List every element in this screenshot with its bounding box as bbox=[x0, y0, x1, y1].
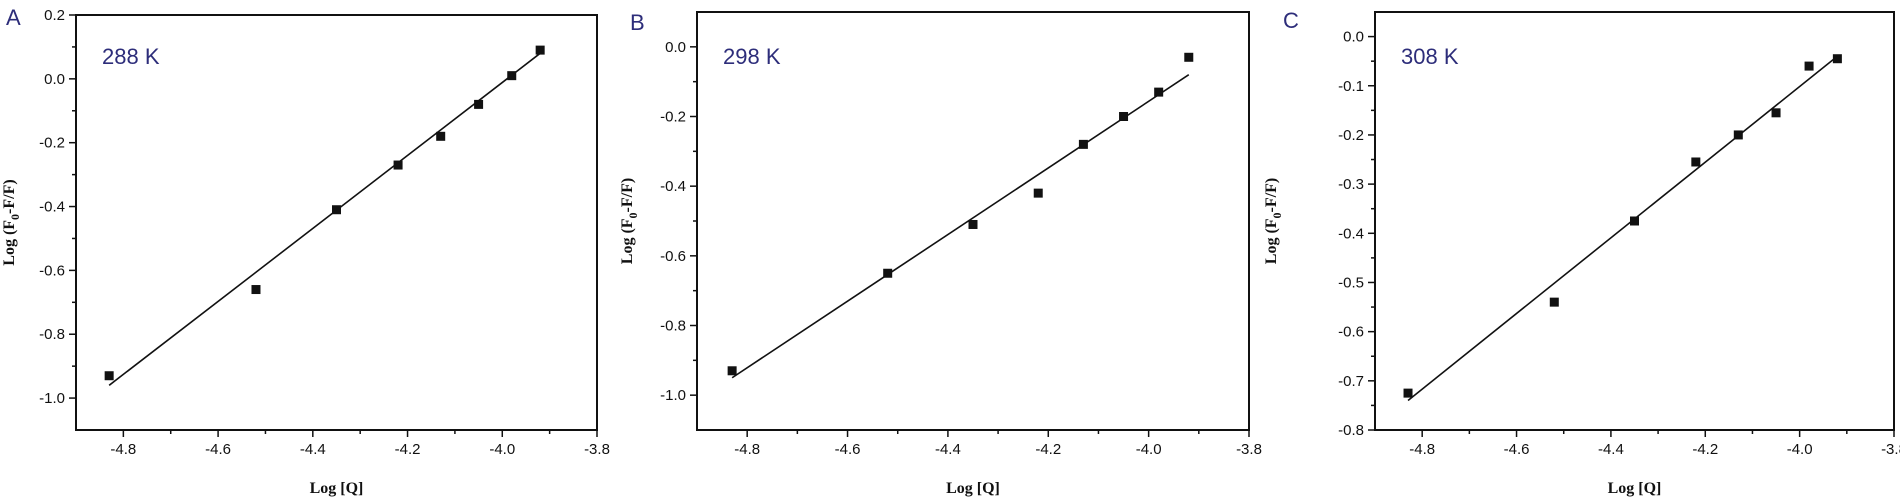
y-tick-label: -0.7 bbox=[1338, 373, 1364, 390]
y-axis-title-tail: -F/F) bbox=[619, 178, 636, 213]
y-tick-label: 0.0 bbox=[1343, 29, 1364, 46]
data-point bbox=[507, 71, 517, 81]
y-tick-label: -0.6 bbox=[1338, 324, 1364, 341]
data-point bbox=[474, 99, 484, 109]
y-tick-label: -1.0 bbox=[660, 387, 686, 404]
y-axis-title-main: Log (F bbox=[619, 218, 636, 264]
data-point bbox=[1033, 188, 1043, 198]
data-point bbox=[1549, 297, 1559, 307]
x-tick-label: -3.8 bbox=[1881, 441, 1900, 458]
x-tick-label: -4.2 bbox=[395, 441, 421, 458]
y-tick-label: -0.8 bbox=[1338, 422, 1364, 439]
chart-panel-a: -4.8 -4.6 -4.4 -4.2 -4.0 -3.8 -1.0 -0.8 -0.6 -0.4… bbox=[1, 5, 610, 497]
chart-panel-b: -4.8 -4.6 -4.4 -4.2 -4.0 -3.8 -1.0 -0.8 -0.6 -0.4… bbox=[619, 10, 1262, 497]
fit-line bbox=[1407, 55, 1838, 402]
x-tick-label: -4.6 bbox=[835, 441, 861, 458]
y-tick-label: -0.4 bbox=[39, 199, 65, 216]
data-point bbox=[251, 285, 261, 295]
temperature-label: 288 K bbox=[102, 44, 160, 69]
y-tick-label: -0.8 bbox=[39, 326, 65, 343]
panel-letter: C bbox=[1283, 8, 1299, 33]
x-tick-label: -4.8 bbox=[110, 441, 136, 458]
data-point bbox=[332, 205, 341, 215]
temperature-label: 298 K bbox=[723, 44, 781, 69]
y-axis-title-sub: 0 bbox=[626, 212, 640, 218]
data-point bbox=[1771, 108, 1781, 118]
x-tick-label: -4.4 bbox=[1598, 441, 1624, 458]
data-point bbox=[968, 219, 978, 229]
data-point bbox=[1832, 54, 1842, 64]
y-axis-title-tail: -F/F) bbox=[1263, 178, 1280, 213]
x-axis-title: Log [Q] bbox=[946, 480, 1000, 497]
x-tick-label: -4.8 bbox=[734, 441, 760, 458]
x-tick-label: -4.4 bbox=[300, 441, 326, 458]
data-point bbox=[1184, 52, 1194, 62]
y-tick-label: -0.4 bbox=[1338, 225, 1364, 242]
data-point bbox=[535, 45, 545, 55]
x-tick-label: -4.2 bbox=[1692, 441, 1718, 458]
y-tick-label: -0.2 bbox=[1338, 127, 1364, 144]
data-point bbox=[1630, 216, 1639, 226]
x-tick-label: -3.8 bbox=[1236, 441, 1262, 458]
x-tick-label: -4.6 bbox=[1504, 441, 1530, 458]
data-point bbox=[1733, 130, 1743, 140]
y-tick-label: -1.0 bbox=[39, 390, 65, 407]
y-tick-label: 0.0 bbox=[44, 71, 65, 88]
x-tick-label: -4.0 bbox=[1787, 441, 1813, 458]
y-axis-title: Log (F0-F/F) bbox=[1, 179, 22, 265]
panel-letter: A bbox=[6, 5, 21, 30]
y-axis-title: Log (F0-F/F) bbox=[619, 178, 640, 264]
x-axis-title: Log [Q] bbox=[310, 480, 364, 497]
y-axis-title-sub: 0 bbox=[8, 214, 22, 220]
data-point bbox=[1119, 112, 1129, 121]
y-tick-label: -0.6 bbox=[660, 248, 686, 265]
data-point bbox=[1691, 157, 1701, 167]
x-axis-title: Log [Q] bbox=[1608, 480, 1662, 497]
y-tick-label: -0.6 bbox=[39, 262, 65, 279]
x-tick-label: -3.8 bbox=[584, 441, 610, 458]
x-tick-label: -4.0 bbox=[489, 441, 515, 458]
data-point bbox=[1403, 388, 1413, 398]
plot-frame bbox=[75, 14, 598, 431]
y-tick-label: -0.2 bbox=[660, 109, 686, 126]
y-axis-title-sub: 0 bbox=[1270, 212, 1284, 218]
y-axis-title-main: Log (F bbox=[1263, 218, 1280, 264]
data-point bbox=[727, 366, 737, 376]
y-tick-label: 0.2 bbox=[44, 7, 65, 24]
y-tick-label: -0.3 bbox=[1338, 176, 1364, 193]
temperature-label: 308 K bbox=[1401, 44, 1459, 69]
y-tick-label: -0.2 bbox=[39, 135, 65, 152]
y-tick-label: 0.0 bbox=[665, 39, 686, 56]
fit-line bbox=[731, 74, 1190, 379]
data-point bbox=[104, 371, 114, 381]
data-point bbox=[883, 268, 893, 278]
y-tick-label: -0.5 bbox=[1338, 274, 1364, 291]
x-tick-label: -4.0 bbox=[1136, 441, 1162, 458]
y-axis-title: Log (F0-F/F) bbox=[1263, 178, 1284, 264]
x-tick-label: -4.8 bbox=[1409, 441, 1435, 458]
panel-letter: B bbox=[630, 10, 645, 35]
x-tick-label: -4.6 bbox=[205, 441, 231, 458]
data-point bbox=[1154, 87, 1164, 97]
plot-frame bbox=[1374, 11, 1895, 431]
chart-panel-c: -4.8 -4.6 -4.4 -4.2 -4.0 -3.8 -0.8 -0.7 -0.6 -0.5… bbox=[1263, 8, 1900, 497]
y-tick-label: -0.1 bbox=[1338, 78, 1364, 95]
x-tick-label: -4.2 bbox=[1035, 441, 1061, 458]
y-tick-label: -0.8 bbox=[660, 318, 686, 335]
y-axis-title-tail: -F/F) bbox=[1, 179, 18, 214]
fit-line bbox=[108, 52, 541, 386]
x-tick-label: -4.4 bbox=[935, 441, 961, 458]
y-axis-title-main: Log (F bbox=[1, 220, 18, 266]
data-point bbox=[436, 131, 446, 141]
data-point bbox=[393, 160, 403, 170]
data-point bbox=[1078, 139, 1088, 149]
data-point bbox=[1804, 61, 1814, 71]
y-tick-label: -0.4 bbox=[660, 178, 686, 195]
